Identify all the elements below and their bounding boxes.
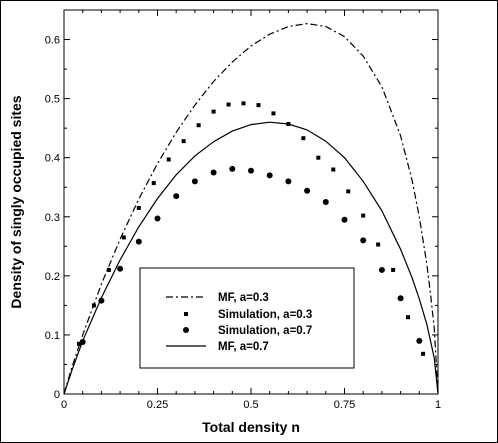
data-point (135, 238, 142, 245)
x-tick-label: 0 (61, 399, 67, 411)
data-point (285, 178, 292, 185)
data-point (376, 242, 381, 247)
y-tick-label: 0.5 (45, 94, 60, 106)
data-point (266, 172, 273, 179)
legend: MF, a=0.3 Simulation, a=0.3 Simulation, a=… (139, 267, 355, 369)
data-point (226, 102, 231, 107)
data-point (76, 341, 81, 346)
legend-item: Simulation, a=0.7 (183, 325, 312, 337)
legend-item: Simulation, a=0.3 (184, 309, 312, 321)
y-tick-label: 0.2 (45, 271, 60, 283)
data-point (331, 167, 336, 172)
data-point (421, 351, 426, 356)
legend-item: MF, a=0.3 (166, 292, 269, 304)
y-tick-label: 0 (54, 389, 60, 401)
data-point (416, 337, 423, 344)
legend-label: MF, a=0.3 (218, 292, 269, 304)
y-axis-label: Density of singly occupied sites (8, 95, 24, 308)
y-tick-label: 0.1 (45, 330, 60, 342)
data-point (136, 205, 141, 210)
data-point (106, 267, 111, 272)
x-tick-label: 0.5 (243, 399, 258, 411)
data-point (360, 237, 367, 244)
data-point (397, 295, 404, 302)
data-point (301, 136, 306, 141)
x-axis-label: Total density n (202, 419, 300, 435)
y-tick-label: 0.6 (45, 35, 60, 47)
series-line (63, 22, 439, 395)
data-point (256, 103, 261, 108)
data-point (346, 189, 351, 194)
data-point (173, 193, 180, 200)
legend-box (139, 267, 355, 369)
data-point (271, 111, 276, 116)
series-layer (63, 22, 439, 395)
data-point (304, 187, 311, 194)
x-axis: 0 0.25 0.5 0.75 1 (61, 10, 441, 411)
legend-label: Simulation, a=0.3 (218, 309, 312, 321)
data-point (154, 215, 161, 222)
series-line (63, 121, 439, 395)
legend-item: MF, a=0.7 (166, 341, 269, 353)
plot-area: 0 0.25 0.5 0.75 1 0 0.1 0.2 0.3 0.4 0.5 0.6 (45, 9, 441, 411)
legend-label: MF, a=0.7 (218, 341, 269, 353)
data-point (151, 181, 156, 186)
data-point (121, 235, 126, 240)
data-point (229, 165, 236, 172)
y-tick-label: 0.3 (45, 212, 60, 224)
x-tick-label: 0.25 (147, 399, 168, 411)
series-3 (79, 165, 423, 346)
data-point (322, 199, 329, 205)
data-point (361, 213, 366, 218)
x-tick-label: 1 (435, 399, 441, 411)
data-point (211, 109, 216, 114)
data-point (191, 178, 198, 185)
series-1 (63, 22, 439, 395)
data-point (406, 315, 411, 320)
legend-swatch (184, 312, 188, 316)
series-2 (76, 101, 426, 356)
data-point (391, 267, 396, 272)
data-point (341, 216, 348, 223)
data-point (248, 167, 254, 174)
series-4 (63, 121, 439, 395)
y-tick-label: 0.4 (45, 153, 60, 165)
data-point (117, 265, 124, 272)
data-point (210, 169, 217, 176)
data-point (166, 157, 171, 162)
legend-label: Simulation, a=0.7 (218, 325, 312, 337)
x-tick-label: 0.75 (334, 399, 355, 411)
legend-swatch (183, 327, 189, 333)
y-axis: 0 0.1 0.2 0.3 0.4 0.5 0.6 (45, 9, 438, 401)
data-point (91, 303, 96, 308)
data-point (196, 123, 201, 128)
data-point (241, 101, 246, 106)
data-point (316, 155, 321, 160)
data-point (181, 139, 186, 144)
data-point (378, 266, 385, 273)
